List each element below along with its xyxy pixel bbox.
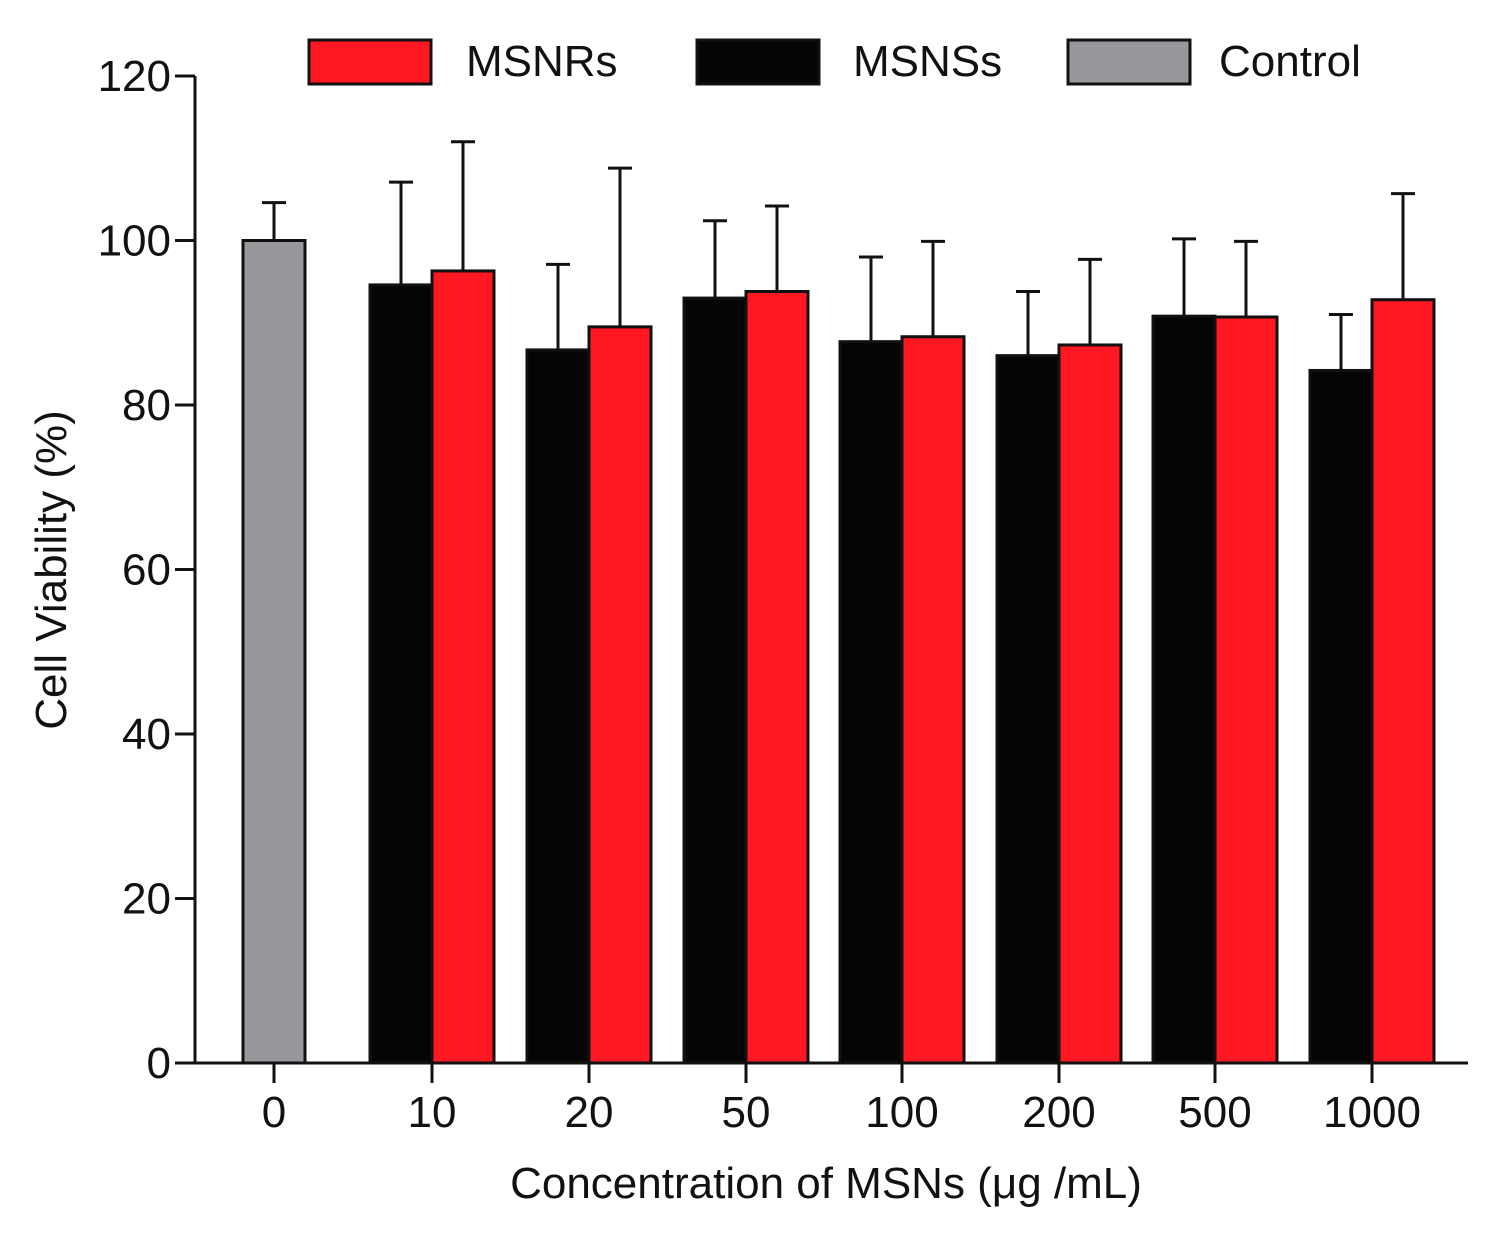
error-bar-msnrs-100 — [921, 239, 945, 337]
legend: MSNRs MSNSs Control — [307, 37, 1361, 86]
bar-msnss-200 — [995, 354, 1061, 1065]
bars-layer — [241, 239, 1436, 1065]
bar-msnrs-20 — [587, 325, 653, 1065]
bar-msnrs-10 — [430, 269, 496, 1065]
y-axis-title: Cell Viability (%) — [27, 410, 76, 730]
error-bar-msnrs-50 — [765, 204, 789, 292]
bar-msnrs-200 — [1057, 343, 1123, 1065]
error-bar-msnss-20 — [546, 262, 570, 350]
error-bar-msnrs-20 — [608, 166, 632, 327]
x-tick-label-10: 10 — [408, 1088, 457, 1137]
x-tick-label-200: 200 — [1022, 1088, 1095, 1137]
error-bar-msnss-100 — [859, 255, 883, 342]
error-bar-msnss-10 — [389, 180, 413, 285]
legend-swatch-msnrs — [307, 38, 433, 86]
legend-entry-msnss: MSNSs — [695, 37, 1002, 86]
bar-msnss-100 — [838, 340, 904, 1065]
y-tick-label-60: 60 — [122, 546, 171, 595]
legend-entry-msnrs: MSNRs — [307, 37, 618, 86]
error-bar-msnss-200 — [1016, 289, 1040, 356]
x-tick-label-0: 0 — [262, 1088, 286, 1137]
bar-msnss-20 — [525, 348, 591, 1065]
x-axis-title: Concentration of MSNs (μg /mL) — [510, 1159, 1142, 1208]
x-tick-label-20: 20 — [565, 1088, 614, 1137]
legend-label-msnrs: MSNRs — [466, 37, 618, 86]
axes — [175, 74, 1468, 1083]
bar-msnss-1000 — [1308, 368, 1374, 1065]
x-tick-label-50: 50 — [722, 1088, 771, 1137]
error-bar-control-0 — [262, 201, 286, 241]
bar-msnrs-500 — [1213, 315, 1279, 1065]
legend-label-control: Control — [1219, 37, 1361, 86]
error-bar-msnrs-500 — [1234, 239, 1258, 317]
legend-entry-control: Control — [1066, 37, 1361, 86]
y-tick-label-20: 20 — [122, 875, 171, 924]
bar-msnrs-1000 — [1370, 298, 1436, 1065]
error-bar-msnrs-10 — [451, 140, 475, 271]
error-bar-msnss-1000 — [1329, 313, 1353, 371]
error-bars-layer — [262, 140, 1415, 371]
x-tick-label-100: 100 — [865, 1088, 938, 1137]
bar-msnss-50 — [682, 296, 748, 1065]
axis-labels: 0 20 40 60 80 100 120 0 10 20 50 100 200 500 1000 Conce… — [27, 52, 1421, 1208]
y-tick-label-120: 120 — [98, 52, 171, 101]
error-bar-msnss-50 — [703, 219, 727, 299]
bar-msnrs-50 — [744, 289, 810, 1065]
x-tick-label-500: 500 — [1178, 1088, 1251, 1137]
bar-msnss-10 — [368, 283, 434, 1065]
y-tick-label-100: 100 — [98, 217, 171, 266]
y-tick-label-0: 0 — [147, 1039, 171, 1088]
y-tick-label-80: 80 — [122, 381, 171, 430]
bar-control-0 — [241, 239, 307, 1065]
legend-label-msnss: MSNSs — [853, 37, 1002, 86]
legend-swatch-control — [1066, 38, 1192, 86]
bar-msnrs-100 — [900, 335, 966, 1065]
error-bar-msnss-500 — [1172, 237, 1196, 317]
error-bar-msnrs-200 — [1078, 257, 1102, 345]
legend-swatch-msnss — [695, 38, 821, 86]
x-tick-label-1000: 1000 — [1323, 1088, 1421, 1137]
bar-msnss-500 — [1151, 314, 1217, 1065]
y-tick-label-40: 40 — [122, 710, 171, 759]
error-bar-msnrs-1000 — [1391, 192, 1415, 300]
